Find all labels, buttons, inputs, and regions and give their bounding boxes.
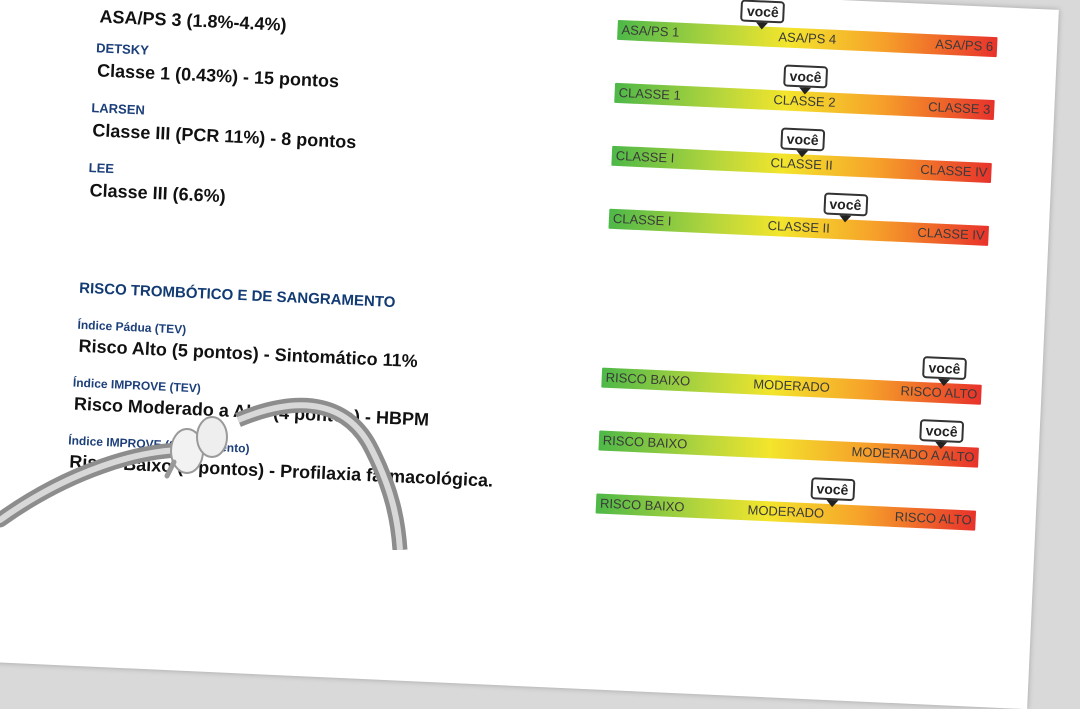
stethoscope-icon	[0, 397, 408, 550]
